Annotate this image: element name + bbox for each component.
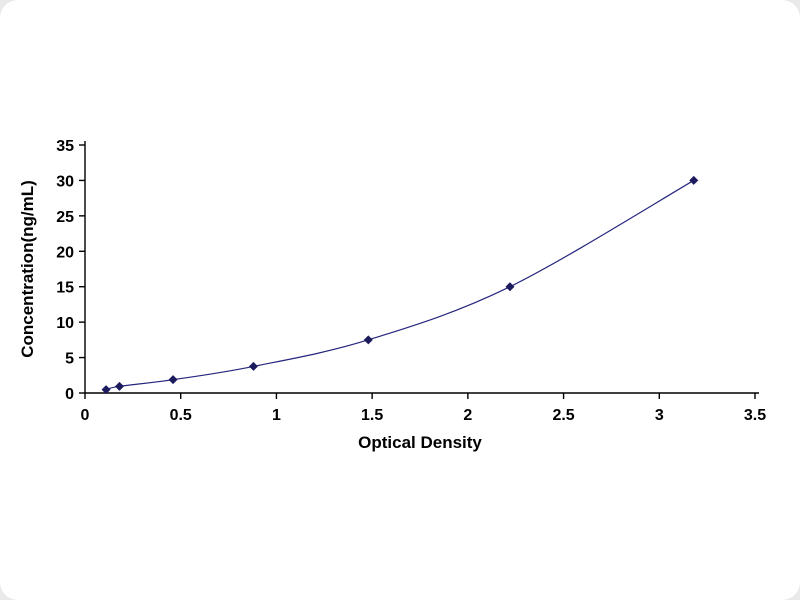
x-tick-label: 1: [272, 407, 281, 424]
y-tick-label: 0: [65, 386, 74, 403]
y-tick-label: 35: [56, 138, 74, 155]
x-tick-label: 2.5: [552, 407, 574, 424]
data-point-marker: [689, 175, 699, 185]
y-tick-label: 30: [56, 173, 74, 190]
standard-curve-line: [105, 179, 695, 391]
data-point-marker: [168, 375, 178, 385]
data-point-marker: [114, 381, 124, 391]
y-axis-title: Concentration(ng/mL): [18, 180, 37, 358]
data-point-marker: [505, 282, 515, 292]
x-tick-label: 1.5: [361, 407, 383, 424]
y-tick-label: 25: [56, 209, 74, 226]
y-tick-label: 10: [56, 315, 74, 332]
y-tick-label: 15: [56, 280, 74, 297]
y-tick-label: 5: [65, 351, 74, 368]
data-point-marker: [101, 385, 111, 395]
x-axis-title: Optical Density: [358, 433, 482, 452]
x-tick-label: 3: [655, 407, 664, 424]
data-point-marker: [363, 335, 373, 345]
x-tick-label: 0: [81, 407, 90, 424]
x-tick-label: 0.5: [170, 407, 192, 424]
data-point-marker: [248, 361, 258, 371]
x-tick-label: 2: [463, 407, 472, 424]
x-tick-label: 3.5: [744, 407, 766, 424]
y-tick-label: 20: [56, 244, 74, 261]
